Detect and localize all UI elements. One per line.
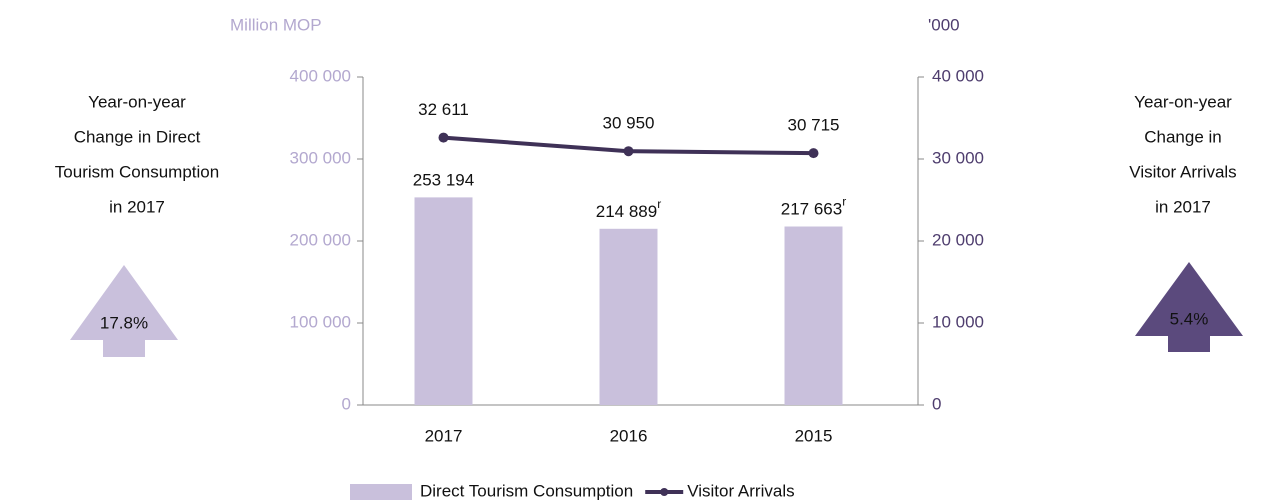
data-label: 32 611 <box>418 100 469 119</box>
y2-tick-label: 40 000 <box>932 66 984 85</box>
line-point <box>623 146 634 157</box>
arrow-label: 17.8% <box>100 313 148 332</box>
x-tick-label: 2016 <box>610 426 648 445</box>
annotation-text: Year-on-year <box>1134 92 1232 111</box>
y2-axis-label: '000 <box>928 15 960 34</box>
data-label-value: 214 889 <box>596 202 657 221</box>
bar <box>784 226 843 405</box>
legend-swatch <box>350 484 412 500</box>
annotation-text: Change in Direct <box>74 127 201 146</box>
y2-tick-label: 10 000 <box>932 312 984 331</box>
arrow <box>1135 262 1243 352</box>
annotation-text: Tourism Consumption <box>55 162 219 181</box>
arrow-label: 5.4% <box>1170 309 1209 328</box>
data-label-note: r <box>842 195 846 209</box>
y2-tick-label: 0 <box>932 394 941 413</box>
data-label-value: 253 194 <box>413 171 474 190</box>
data-label: 217 663r <box>781 195 846 219</box>
y-tick-label: 200 000 <box>290 230 351 249</box>
annotation-text: in 2017 <box>109 197 165 216</box>
line-point <box>438 132 449 143</box>
data-label: 30 950 <box>603 114 655 133</box>
y-tick-label: 300 000 <box>290 148 351 167</box>
bar <box>599 228 658 405</box>
data-label: 214 889r <box>596 197 661 221</box>
annotation-text: Change in <box>1144 127 1222 146</box>
annotation-text: Year-on-year <box>88 92 186 111</box>
x-tick-label: 2017 <box>425 426 463 445</box>
legend-label: Visitor Arrivals <box>687 481 794 500</box>
data-label-value: 217 663 <box>781 200 842 219</box>
line-point <box>808 148 819 159</box>
y-tick-label: 400 000 <box>290 66 351 85</box>
legend-label: Direct Tourism Consumption <box>420 481 633 500</box>
data-label: 253 194 <box>413 171 474 190</box>
annotation-text: in 2017 <box>1155 197 1211 216</box>
y2-tick-label: 30 000 <box>932 148 984 167</box>
bar <box>414 197 473 405</box>
arrow <box>70 265 178 357</box>
data-label-note: r <box>657 197 661 211</box>
x-tick-label: 2015 <box>795 426 833 445</box>
y-axis-label: Million MOP <box>230 15 322 34</box>
legend-swatch-dot <box>660 488 669 496</box>
y2-tick-label: 20 000 <box>932 230 984 249</box>
y-tick-label: 100 000 <box>290 312 351 331</box>
data-label: 30 715 <box>788 116 840 135</box>
annotation-text: Visitor Arrivals <box>1129 162 1236 181</box>
y-tick-label: 0 <box>342 394 351 413</box>
